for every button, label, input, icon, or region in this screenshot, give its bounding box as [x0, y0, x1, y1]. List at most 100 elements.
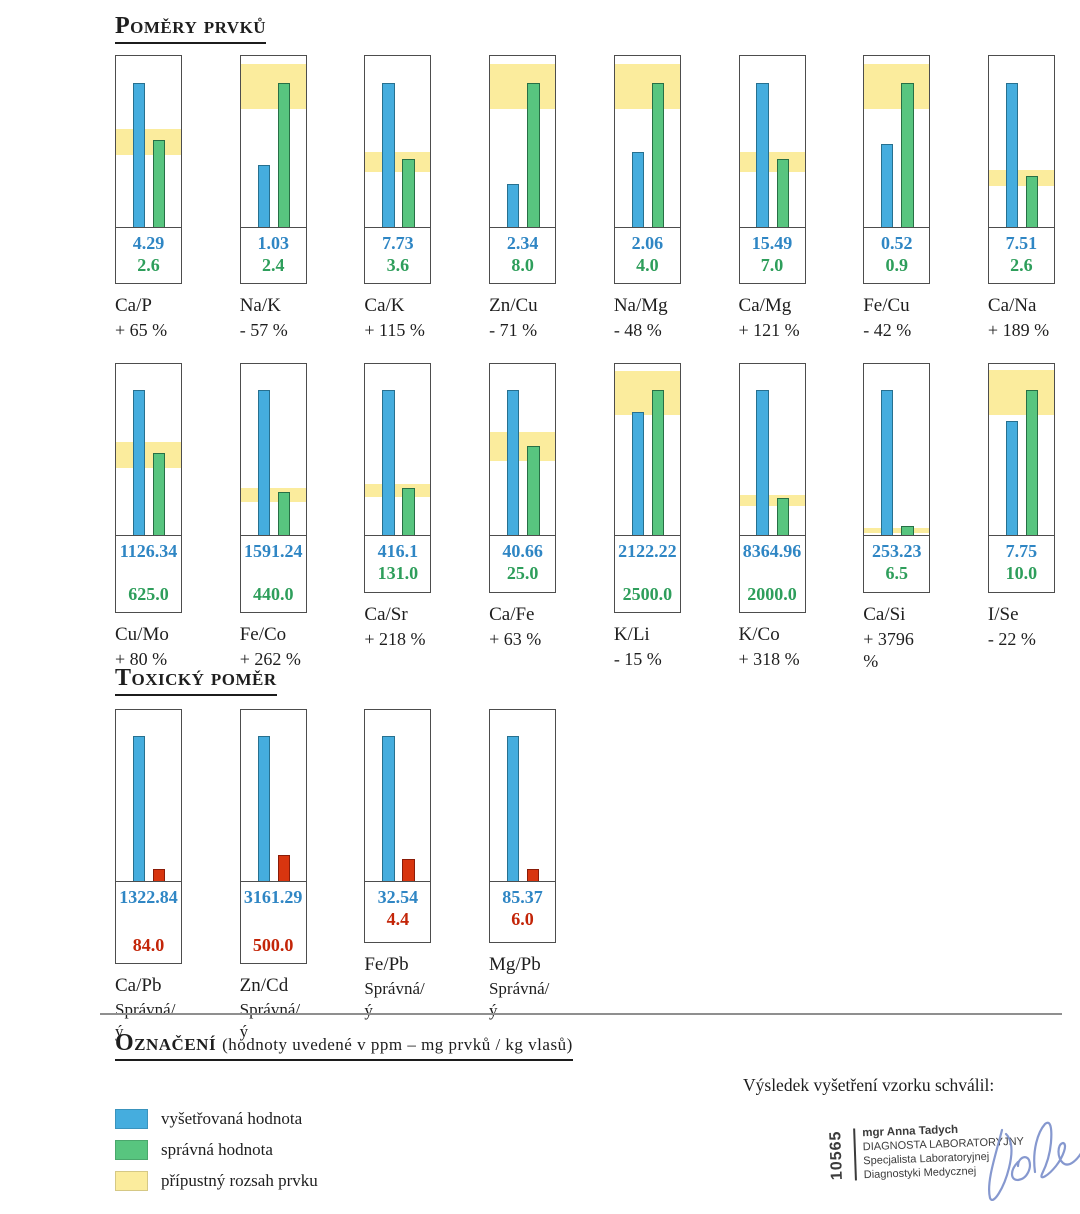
ratio-name-label: Ca/Sr [364, 604, 408, 625]
legend-item-measured: vyšetřovaná hodnota [115, 1109, 318, 1129]
measured-value-bar [257, 165, 270, 227]
reference-value-bar [527, 83, 540, 227]
reference-value-bar [901, 526, 914, 535]
measured-value: 32.54 [377, 887, 419, 907]
deviation-label: + 63 % [489, 629, 542, 649]
measured-value-bar [631, 151, 645, 227]
ratio-chart-cell: 2.06 4.0 Na/Mg - 48 % [613, 55, 681, 341]
section-divider-rule [100, 1013, 1062, 1015]
measured-value-bar [881, 144, 894, 227]
reference-value-bar [1025, 389, 1039, 535]
reference-value-bar [1025, 175, 1039, 227]
measured-value: 3161.29 [243, 887, 303, 907]
chart-plot-area [490, 364, 556, 535]
chart-box: 85.37 6.0 [488, 709, 556, 943]
reference-value-bar [402, 858, 415, 881]
chart-box: 1126.34 625.0 [115, 363, 182, 613]
ratio-name-label: Ca/K [364, 295, 405, 316]
ratio-chart-cell: 7.75 10.0 I/Se - 22 % [987, 363, 1055, 672]
legend: vyšetřovaná hodnota správná hodnota příp… [115, 1109, 318, 1202]
deviation-label: + 218 % [364, 629, 426, 649]
reference-value: 25.0 [506, 563, 539, 583]
measured-value: 40.66 [502, 541, 543, 561]
reference-value-bar [402, 158, 415, 227]
chart-box: 416.1 131.0 [364, 363, 432, 593]
chart-box: 40.66 25.0 [489, 363, 557, 593]
reference-value: 6.5 [885, 563, 908, 583]
value-box: 32.54 4.4 [365, 881, 431, 942]
ratio-name-label: K/Li [613, 624, 650, 645]
acceptable-range-band [864, 63, 930, 110]
deviation-label: - 57 % [239, 320, 288, 340]
deviation-label: - 71 % [489, 320, 538, 340]
reference-value: 4.0 [636, 255, 659, 275]
measured-value: 4.29 [132, 233, 165, 253]
reference-value-bar [153, 139, 166, 227]
correct-color-swatch [115, 1140, 148, 1160]
stamp-license-number: 10565 [827, 1130, 846, 1181]
ratio-name-label: I/Se [987, 604, 1019, 625]
ratio-chart-cell: 1126.34 625.0 Cu/Mo + 80 % [115, 363, 182, 672]
measured-value: 2.06 [631, 233, 664, 253]
ratio-name-label: Fe/Pb [364, 954, 409, 975]
value-box: 1591.24 440.0 [240, 535, 306, 612]
deviation-label: + 189 % [987, 320, 1050, 340]
value-box: 7.51 2.6 [988, 227, 1054, 283]
stamp-divider-line [853, 1128, 857, 1181]
reference-value-bar [277, 83, 291, 227]
value-box: 2.34 8.0 [490, 227, 556, 283]
ratio-chart-cell: 1.03 2.4 Na/K - 57 % [239, 55, 307, 341]
value-box: 253.23 6.5 [864, 535, 930, 592]
chart-box: 2122.22 2500.0 [613, 363, 681, 613]
value-box: 1322.84 84.0 [116, 881, 181, 963]
reference-value: 2500.0 [622, 584, 673, 604]
chart-plot-area [739, 56, 805, 227]
value-box: 0.52 0.9 [864, 227, 930, 283]
ratio-chart-cell: 4.29 2.6 Ca/P + 65 % [115, 55, 182, 341]
ratio-name-label: Mg/Pb [488, 954, 541, 975]
measured-value: 7.75 [1005, 541, 1038, 561]
ratio-chart-cell: 2.34 8.0 Zn/Cu - 71 % [489, 55, 557, 341]
measured-value-bar [257, 735, 270, 881]
reference-value-bar [527, 869, 540, 881]
reference-value-bar [651, 389, 665, 535]
ratio-name-label: Ca/Fe [489, 604, 535, 625]
deviation-label: Správná/ý [488, 979, 550, 1020]
chart-box: 3161.29 500.0 [239, 709, 307, 964]
deviation-label: - 42 % [863, 320, 912, 340]
ratio-name-label: Na/Mg [613, 295, 668, 316]
measured-value: 1.03 [257, 233, 289, 253]
value-box: 7.75 10.0 [988, 535, 1054, 592]
acceptable-range-band [614, 63, 680, 110]
measured-value-bar [132, 389, 146, 535]
acceptable-range-band [864, 528, 930, 533]
reference-value-bar [776, 498, 789, 535]
chart-plot-area [490, 710, 555, 881]
deviation-label: + 262 % [239, 649, 301, 669]
measured-value-bar [507, 184, 520, 227]
ratio-chart-cell: 0.52 0.9 Fe/Cu - 42 % [863, 55, 931, 341]
measured-value: 7.51 [1005, 233, 1038, 253]
value-box: 40.66 25.0 [490, 535, 556, 592]
value-box: 4.29 2.6 [116, 227, 181, 283]
chart-box: 2.06 4.0 [613, 55, 681, 284]
measured-value-bar [881, 389, 894, 535]
ratio-name-label: Ca/Pb [115, 975, 162, 996]
measured-value: 416.1 [377, 541, 419, 561]
chart-box: 1322.84 84.0 [115, 709, 182, 964]
measured-value: 1126.34 [119, 541, 178, 561]
measured-value: 2122.22 [618, 541, 677, 561]
reference-value-bar [153, 452, 166, 535]
measured-value-bar [257, 389, 270, 535]
reference-value-bar [277, 492, 291, 535]
handwritten-signature [988, 1121, 1080, 1201]
deviation-label: + 80 % [115, 649, 168, 669]
ratio-chart-cell: 8364.96 2000.0 K/Co + 318 % [738, 363, 806, 672]
ratio-name-label: Ca/Mg [738, 295, 792, 316]
value-box: 15.49 7.0 [739, 227, 805, 283]
value-box: 1.03 2.4 [240, 227, 306, 283]
reference-value: 2.4 [261, 255, 285, 275]
reference-value-bar [651, 83, 665, 227]
ratios-title-text: Poměry prvků [115, 13, 267, 39]
ratio-chart-cell: 253.23 6.5 Ca/Si + 3796 % [863, 363, 931, 672]
